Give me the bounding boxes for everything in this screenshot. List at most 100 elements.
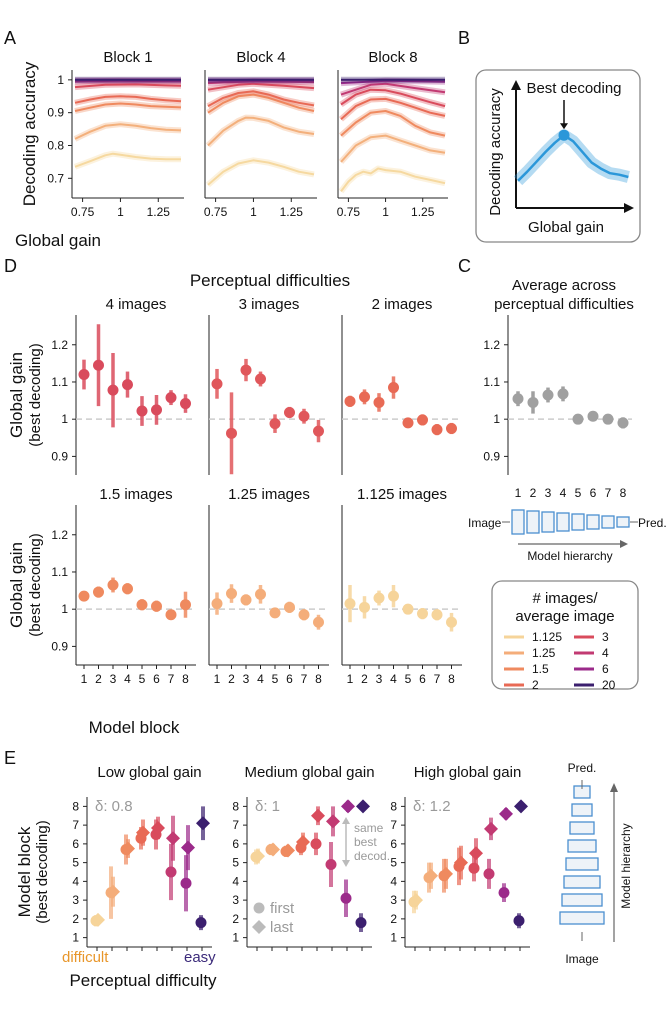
last-point [514,799,528,814]
hierarchy-block [567,839,597,853]
y-tick-label: 5 [72,856,79,870]
legend-title-line2: average image [515,608,614,625]
series-line-3 [74,83,182,89]
series-line-1.5 [74,102,182,112]
data-point [284,601,295,613]
data-point [240,364,252,376]
data-point [255,373,266,385]
data-point [602,413,614,425]
y-axis-label-2: (best decoding) [34,820,51,923]
series-line-2 [207,90,315,107]
data-point [359,601,370,613]
x-tick-label: 3 [243,672,250,686]
y-tick-label: 3 [232,893,239,907]
y-axis-label-2: (best decoding) [27,343,44,446]
legend-label: 1.125 [532,630,562,644]
last-point [181,840,195,855]
last-point [121,841,135,856]
legend-label: 20 [602,678,616,692]
x-tick-label: 1.25 [147,205,171,219]
color-legend: # images/average image 1.125 1.25 1.5 2 3 4 6 20 [491,580,639,692]
last-point [251,849,265,864]
y-tick-label: 2 [72,912,79,926]
last-point [281,843,295,858]
x-tick-label: 8 [315,672,322,686]
y-tick-label: 2 [390,912,397,926]
c-hierarchy-label: Model hierarchy [527,549,612,563]
x-tick-label: 7 [434,672,441,686]
b-x-label: Global gain [528,219,604,236]
data-point [417,414,428,426]
data-point [344,598,356,610]
first-point [180,877,192,889]
y-tick-label: 7 [232,818,239,832]
x-tick-label: 1 [250,205,257,219]
panel-letter-b: B [458,28,470,48]
data-point [373,396,385,408]
data-point [417,608,428,620]
y-tick-label: 0.8 [47,138,64,152]
y-tick-label: 3 [390,893,397,907]
y-tick-label: 8 [232,799,239,813]
b-x-arrow [624,203,634,213]
subplot-title: 1.125 images [357,486,447,503]
hierarchy-block [541,511,555,533]
panel-letter-e: E [4,748,16,768]
data-point [107,579,119,591]
subplot-title: 3 images [239,296,300,313]
x-tick-label: 2 [95,672,102,686]
x-tick-label: 4 [560,486,567,500]
x-tick-label: 6 [286,672,293,686]
panel-b: Best decoding Decoding accuracy Global gai… [475,69,641,243]
data-point [402,603,414,615]
delta-label: δ: 1 [255,798,280,815]
series-line-3 [207,82,315,91]
last-point [166,831,180,846]
series-line-1.5 [340,110,446,137]
first-point [310,838,322,850]
b-arrow-head [560,123,568,130]
subplot-title: Low global gain [97,764,201,781]
panel-letter-d: D [4,256,17,276]
data-point [93,359,104,371]
hierarchy-block [511,509,525,535]
x-tick-label: 2 [228,672,235,686]
y-tick-label: 1 [390,931,397,945]
e-pred-label: Pred. [568,761,597,775]
y-tick-label: 1 [61,602,68,616]
y-tick-label: 1.1 [483,375,500,389]
last-point [424,868,438,883]
subplot-title: Block 4 [236,49,285,66]
hierarchy-block [571,803,593,817]
data-point [431,424,443,436]
legend-label: 6 [602,662,609,676]
last-point [266,842,280,857]
c-pred-label: Pred. [638,516,666,530]
data-point [587,410,599,422]
last-point [499,806,513,821]
y-tick-label: 8 [72,799,79,813]
d-title: Perceptual difficulties [190,271,350,290]
x-tick-label: 5 [405,672,412,686]
annotation-text: same [354,821,384,835]
y-tick-label: 6 [232,837,239,851]
legend-first-label: first [270,900,295,917]
data-point [226,427,237,439]
hierarchy-block [556,512,570,532]
x-tick-label: 1 [382,205,389,219]
subplot-title: 4 images [106,296,167,313]
hierarchy-block [616,516,630,528]
x-tick-label: 1 [214,672,221,686]
series-band-1.25 [338,132,446,164]
y-tick-label: 0.9 [51,449,68,463]
y-tick-label: 0.9 [47,106,64,120]
x-tick-label: 2 [530,486,537,500]
hierarchy-block [526,510,540,534]
legend-first-marker [253,902,265,914]
y-tick-label: 4 [232,874,239,888]
data-point [313,616,324,628]
y-tick-label: 1 [72,931,79,945]
data-point [446,616,457,628]
first-point [340,892,352,904]
